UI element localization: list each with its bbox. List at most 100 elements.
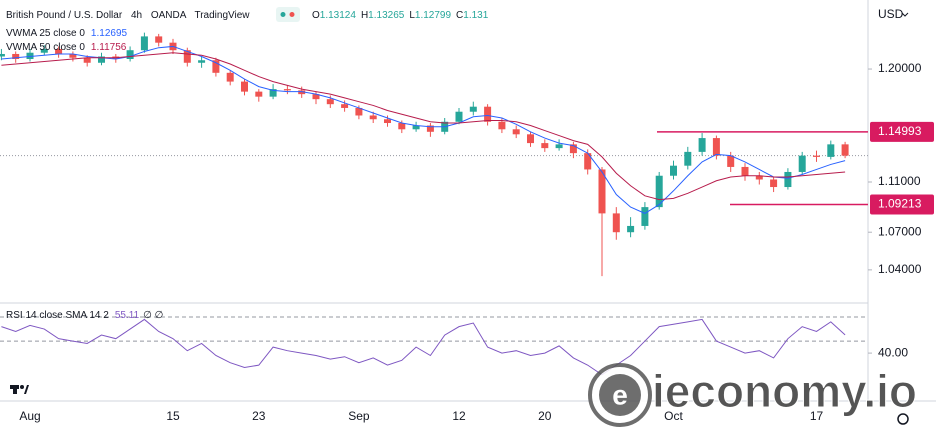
legend-name: VWMA 50 close 0 [6, 42, 85, 53]
rsi-value: 55.11 [115, 310, 140, 321]
candle-body [369, 115, 377, 120]
candle-body [298, 90, 306, 95]
candle-body [498, 121, 506, 130]
candle-body [469, 106, 477, 112]
candle-body [627, 225, 635, 233]
candle-body [255, 91, 263, 97]
plot: 1.20000 1.11000 1.07000 1.04000 Aug 15 23 Sep 12… [0, 28, 934, 423]
candle-body [612, 213, 620, 233]
currency-chevron[interactable] [901, 12, 909, 17]
candle-body [527, 134, 534, 144]
candle-body [241, 81, 248, 92]
header: British Pound / U.S. Dollar 4h OANDA Tra… [6, 10, 250, 21]
candle-body [655, 175, 663, 208]
x-tick-label: 17 [810, 409, 824, 423]
tv-logo-dot [20, 385, 24, 389]
candle-body [26, 52, 34, 59]
tv-logo-bar [13, 385, 17, 394]
legend-entry: VWMA 50 close 0 1.11756 [6, 42, 127, 53]
watermark-logo: e [588, 363, 652, 427]
candle-body [770, 179, 778, 188]
candle-body [741, 166, 749, 176]
candle-body [755, 175, 763, 180]
candle-body [426, 125, 434, 132]
ohlc-value: 1.13265 [368, 10, 405, 21]
candle-body [355, 107, 363, 116]
level-label: 1.14993 [878, 124, 922, 138]
candle-body [484, 106, 492, 122]
candle-body [384, 119, 391, 124]
x-tick-label: 15 [166, 409, 180, 423]
candle-body [140, 36, 148, 51]
legend-entry: VWMA 25 close 0 1.12695 [6, 28, 128, 39]
y-tick-label: 1.20000 [878, 61, 922, 75]
ohlc-key: O [312, 10, 320, 21]
candle-body [183, 50, 191, 63]
candle-body [455, 111, 463, 122]
status-dot [289, 12, 295, 17]
gear[interactable] [897, 413, 909, 425]
candle-body [198, 60, 206, 63]
candle-body [312, 94, 320, 100]
x-tick-label: Aug [19, 409, 40, 423]
exchange: OANDA [151, 10, 187, 21]
candle-body [83, 57, 91, 63]
ohlc-value: 1.12799 [415, 10, 452, 21]
candle-body [12, 53, 20, 59]
candle-body [727, 155, 735, 167]
candle-body [269, 89, 277, 97]
candle-body [784, 171, 792, 188]
ma-line [1, 45, 846, 214]
logo-letter: e [612, 379, 628, 410]
candle-body [412, 125, 420, 130]
candle-body [684, 151, 692, 166]
candle-body [841, 144, 849, 156]
candle-body [212, 60, 220, 73]
currency[interactable]: USD [878, 7, 904, 21]
rsi-line [1, 318, 846, 376]
candle-body [698, 138, 706, 152]
candle-body [98, 56, 105, 63]
candle-body [40, 48, 48, 53]
candle-body [0, 53, 5, 57]
ohlc-key: H [361, 10, 368, 21]
x-tick-label: 23 [252, 409, 266, 423]
x-tick-label: 12 [452, 409, 466, 423]
ohlc: O1.13124 H1.13265 L1.12799 C1.131 [312, 10, 489, 21]
candle-body [283, 89, 291, 91]
level-badge [870, 121, 934, 142]
watermark: ieconomy.io [652, 365, 917, 417]
y-tick-label: 1.04000 [878, 262, 922, 276]
ohlc-value: 1.13124 [320, 10, 357, 21]
candle-body [155, 36, 163, 43]
tv-logo [10, 385, 29, 394]
candle-body [813, 155, 820, 157]
y-tick-label: 1.07000 [878, 224, 922, 238]
candle-body [341, 104, 349, 108]
candle-body [512, 129, 520, 135]
candle-body [326, 99, 334, 105]
candle-body [569, 144, 577, 154]
candle-body [598, 169, 606, 214]
settings-icon[interactable] [897, 413, 909, 425]
candle-body [398, 123, 406, 130]
symbol: British Pound / U.S. Dollar [6, 10, 123, 21]
status-badge[interactable] [276, 7, 300, 22]
candle-body [641, 207, 649, 226]
candle-body [670, 165, 677, 176]
ma-line [1, 52, 846, 201]
source: TradingView [194, 10, 250, 21]
candle-body [126, 50, 134, 59]
y-tick-label: 40.00 [878, 345, 908, 359]
ohlc-value: 1.131 [463, 10, 488, 21]
candle-body [69, 53, 77, 58]
rsi-name: RSI 14 close SMA 14 2 [6, 310, 109, 321]
ohlc-key: C [456, 10, 463, 21]
interval: 4h [131, 10, 142, 21]
ohlc-key: L [409, 10, 415, 21]
x-tick-label: 20 [538, 409, 552, 423]
candle-body [798, 155, 806, 172]
level-badge [870, 194, 934, 215]
y-tick-label: 1.11000 [878, 174, 921, 188]
